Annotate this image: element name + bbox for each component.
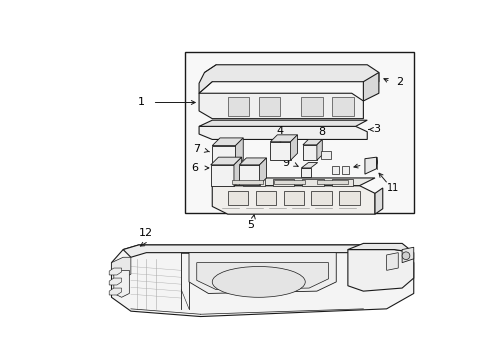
Ellipse shape [212,266,305,297]
Text: 4: 4 [276,126,284,136]
Polygon shape [364,157,376,174]
Polygon shape [339,191,359,205]
Polygon shape [259,158,266,185]
Polygon shape [332,166,338,174]
Polygon shape [185,53,413,213]
Polygon shape [212,145,235,167]
Polygon shape [212,138,243,145]
Polygon shape [239,158,266,165]
Polygon shape [114,270,129,297]
Polygon shape [199,126,366,139]
Polygon shape [109,268,122,275]
Polygon shape [109,288,122,295]
Polygon shape [332,97,353,116]
Text: 8: 8 [318,127,325,137]
Circle shape [401,252,409,260]
Polygon shape [341,166,349,174]
Polygon shape [290,135,297,160]
Text: 9: 9 [282,158,289,167]
Polygon shape [320,151,330,159]
Polygon shape [239,165,259,185]
Polygon shape [243,180,264,186]
Polygon shape [199,120,366,126]
Polygon shape [347,249,413,291]
Polygon shape [374,188,382,214]
Text: 12: 12 [139,228,153,238]
Polygon shape [283,191,303,205]
Polygon shape [210,157,241,165]
Polygon shape [196,263,328,289]
Polygon shape [301,97,323,116]
Polygon shape [311,191,331,205]
Polygon shape [227,191,247,205]
Polygon shape [301,163,317,168]
Polygon shape [123,245,413,263]
Polygon shape [302,145,316,160]
Polygon shape [316,180,347,184]
Polygon shape [212,178,374,186]
Polygon shape [270,142,290,160]
Text: 7: 7 [193,144,200,154]
Polygon shape [316,139,322,160]
Polygon shape [231,180,262,184]
Polygon shape [270,135,297,142]
Polygon shape [109,278,122,285]
Polygon shape [302,180,323,186]
Polygon shape [189,253,336,293]
Polygon shape [347,243,413,253]
Text: 10: 10 [366,158,379,167]
Text: 11: 11 [386,183,398,193]
Polygon shape [199,93,363,119]
Polygon shape [210,165,233,186]
Polygon shape [255,191,275,205]
Polygon shape [301,168,310,177]
Text: 1: 1 [138,98,144,108]
Polygon shape [258,97,280,116]
Polygon shape [302,139,322,145]
Polygon shape [235,138,243,167]
Polygon shape [386,253,397,270]
Polygon shape [212,186,374,214]
Polygon shape [233,157,241,186]
Polygon shape [363,72,378,101]
Polygon shape [227,97,249,116]
Text: 2: 2 [395,77,402,87]
Polygon shape [274,180,305,184]
Polygon shape [331,180,352,186]
Polygon shape [111,245,413,316]
Text: 6: 6 [191,163,198,173]
Text: 5: 5 [247,220,254,230]
Polygon shape [199,65,378,93]
Polygon shape [111,257,131,278]
Polygon shape [401,247,413,263]
Polygon shape [272,180,294,186]
Text: 3: 3 [373,125,380,134]
